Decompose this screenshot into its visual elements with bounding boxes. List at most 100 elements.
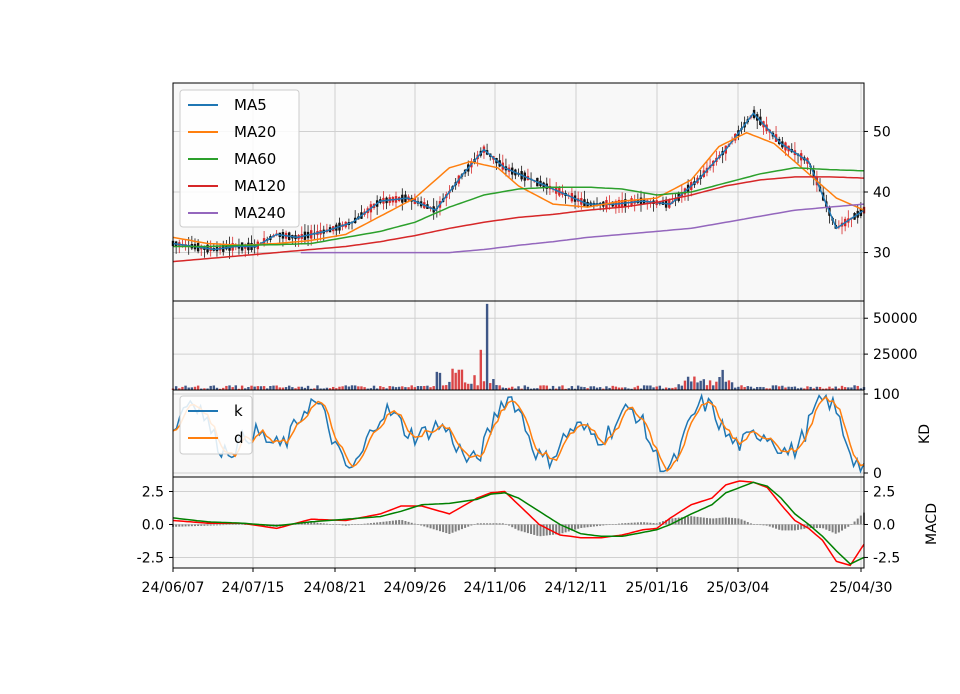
volume-bar xyxy=(677,384,680,390)
x-axis-tick-label: 24/12/11 xyxy=(545,580,608,596)
volume-bar xyxy=(570,386,574,390)
macd-axis-left-tick-label: 0.0 xyxy=(142,517,164,533)
volume-bar xyxy=(762,387,765,390)
macd-hist-bar xyxy=(225,524,228,526)
volume-bar xyxy=(228,385,231,390)
volume-bar xyxy=(250,385,253,390)
volume-bar xyxy=(708,380,712,390)
macd-hist-bar xyxy=(815,524,818,529)
macd-hist-bar xyxy=(539,524,542,537)
volume-bar xyxy=(668,387,671,390)
macd-hist-bar xyxy=(652,523,655,525)
macd-hist-bar xyxy=(844,524,847,529)
volume-bar xyxy=(705,385,709,390)
volume-bar xyxy=(850,387,853,390)
volume-bar xyxy=(244,388,247,390)
volume-bar xyxy=(357,386,360,390)
macd-hist-bar xyxy=(438,524,441,532)
macd-hist-bar xyxy=(853,521,856,525)
volume-bar xyxy=(526,386,530,390)
volume-bar xyxy=(272,385,275,390)
macd-hist-bar xyxy=(313,522,316,525)
volume-bar xyxy=(426,385,429,390)
volume-bar xyxy=(240,385,244,390)
price-axis-tick-label: 50 xyxy=(873,124,891,140)
macd-hist-bar xyxy=(442,524,445,533)
volume-bar xyxy=(335,388,338,390)
macd-hist-bar xyxy=(175,524,178,527)
macd-hist-bar xyxy=(712,518,715,525)
price-axis-tick-label: 30 xyxy=(873,246,891,262)
macd-line-dif xyxy=(172,480,865,567)
macd-hist-bar xyxy=(319,523,322,525)
volume-bar xyxy=(718,377,721,390)
volume-bar xyxy=(174,386,178,390)
macd-hist-bar xyxy=(564,524,567,533)
macd-hist-bar xyxy=(790,524,793,531)
macd-hist-bar xyxy=(583,524,586,528)
macd-hist-bar xyxy=(599,524,602,526)
macd-hist-bar xyxy=(680,517,683,525)
legend-label-ma60: MA60 xyxy=(234,150,276,168)
macd-hist-bar xyxy=(856,518,859,525)
volume-bar xyxy=(438,372,442,390)
macd-hist-bar xyxy=(495,523,498,525)
macd-hist-bar xyxy=(470,524,473,526)
macd-hist-bar xyxy=(787,524,790,531)
macd-hist-bar xyxy=(407,521,410,525)
macd-hist-bar xyxy=(479,523,482,525)
macd-hist-bar xyxy=(834,524,837,534)
macd-hist-bar xyxy=(303,522,306,525)
volume-bar xyxy=(347,386,351,390)
volume-bar xyxy=(636,385,640,390)
volume-bar xyxy=(724,381,727,390)
macd-hist-bar xyxy=(775,524,778,529)
volume-bar xyxy=(206,388,209,390)
volume-bar xyxy=(627,388,630,390)
volume-bar xyxy=(652,387,655,390)
macd-hist-bar xyxy=(385,521,388,525)
volume-bar xyxy=(774,385,778,390)
volume-bar xyxy=(419,386,423,390)
macd-hist-bar xyxy=(847,524,850,527)
macd-hist-bar xyxy=(577,524,580,529)
volume-bar xyxy=(215,387,219,390)
volume-bar xyxy=(313,388,316,390)
macd-hist-bar xyxy=(445,524,448,534)
volume-bar xyxy=(580,386,583,390)
volume-bar xyxy=(429,387,432,390)
volume-bar xyxy=(642,385,646,390)
macd-hist-bar xyxy=(618,523,621,525)
macd-axis-left-tick-label: -2.5 xyxy=(137,550,164,566)
macd-hist-bar xyxy=(819,524,822,529)
volume-bar xyxy=(699,380,702,390)
volume-bar xyxy=(558,386,561,390)
volume-bar xyxy=(507,387,511,390)
macd-hist-bar xyxy=(178,524,181,527)
macd-hist-bar xyxy=(633,522,636,525)
volume-bar xyxy=(771,385,775,390)
volume-bar xyxy=(655,386,658,390)
volume-bar xyxy=(454,372,457,390)
volume-bar xyxy=(567,388,570,390)
volume-bar xyxy=(715,381,718,390)
macd-hist-bar xyxy=(561,524,564,534)
macd-hist-bar xyxy=(332,524,335,525)
x-axis-tick-label: 25/04/30 xyxy=(830,580,893,596)
macd-hist-bar xyxy=(765,524,768,526)
volume-bars xyxy=(171,303,866,390)
volume-bar xyxy=(222,387,225,390)
volume-bar xyxy=(363,387,366,390)
volume-bar xyxy=(212,385,216,390)
volume-bar xyxy=(843,387,847,390)
volume-bar xyxy=(517,386,520,390)
volume-bar xyxy=(187,387,190,390)
macd-hist-bar xyxy=(426,524,429,528)
macd-hist-bar xyxy=(699,517,702,525)
volume-bar xyxy=(460,369,464,390)
macd-hist-bar xyxy=(740,519,743,525)
macd-hist-bar xyxy=(693,516,696,525)
volume-bar xyxy=(401,386,404,390)
macd-hist-bar xyxy=(627,522,630,525)
kd-axis-label: KD xyxy=(917,424,933,444)
